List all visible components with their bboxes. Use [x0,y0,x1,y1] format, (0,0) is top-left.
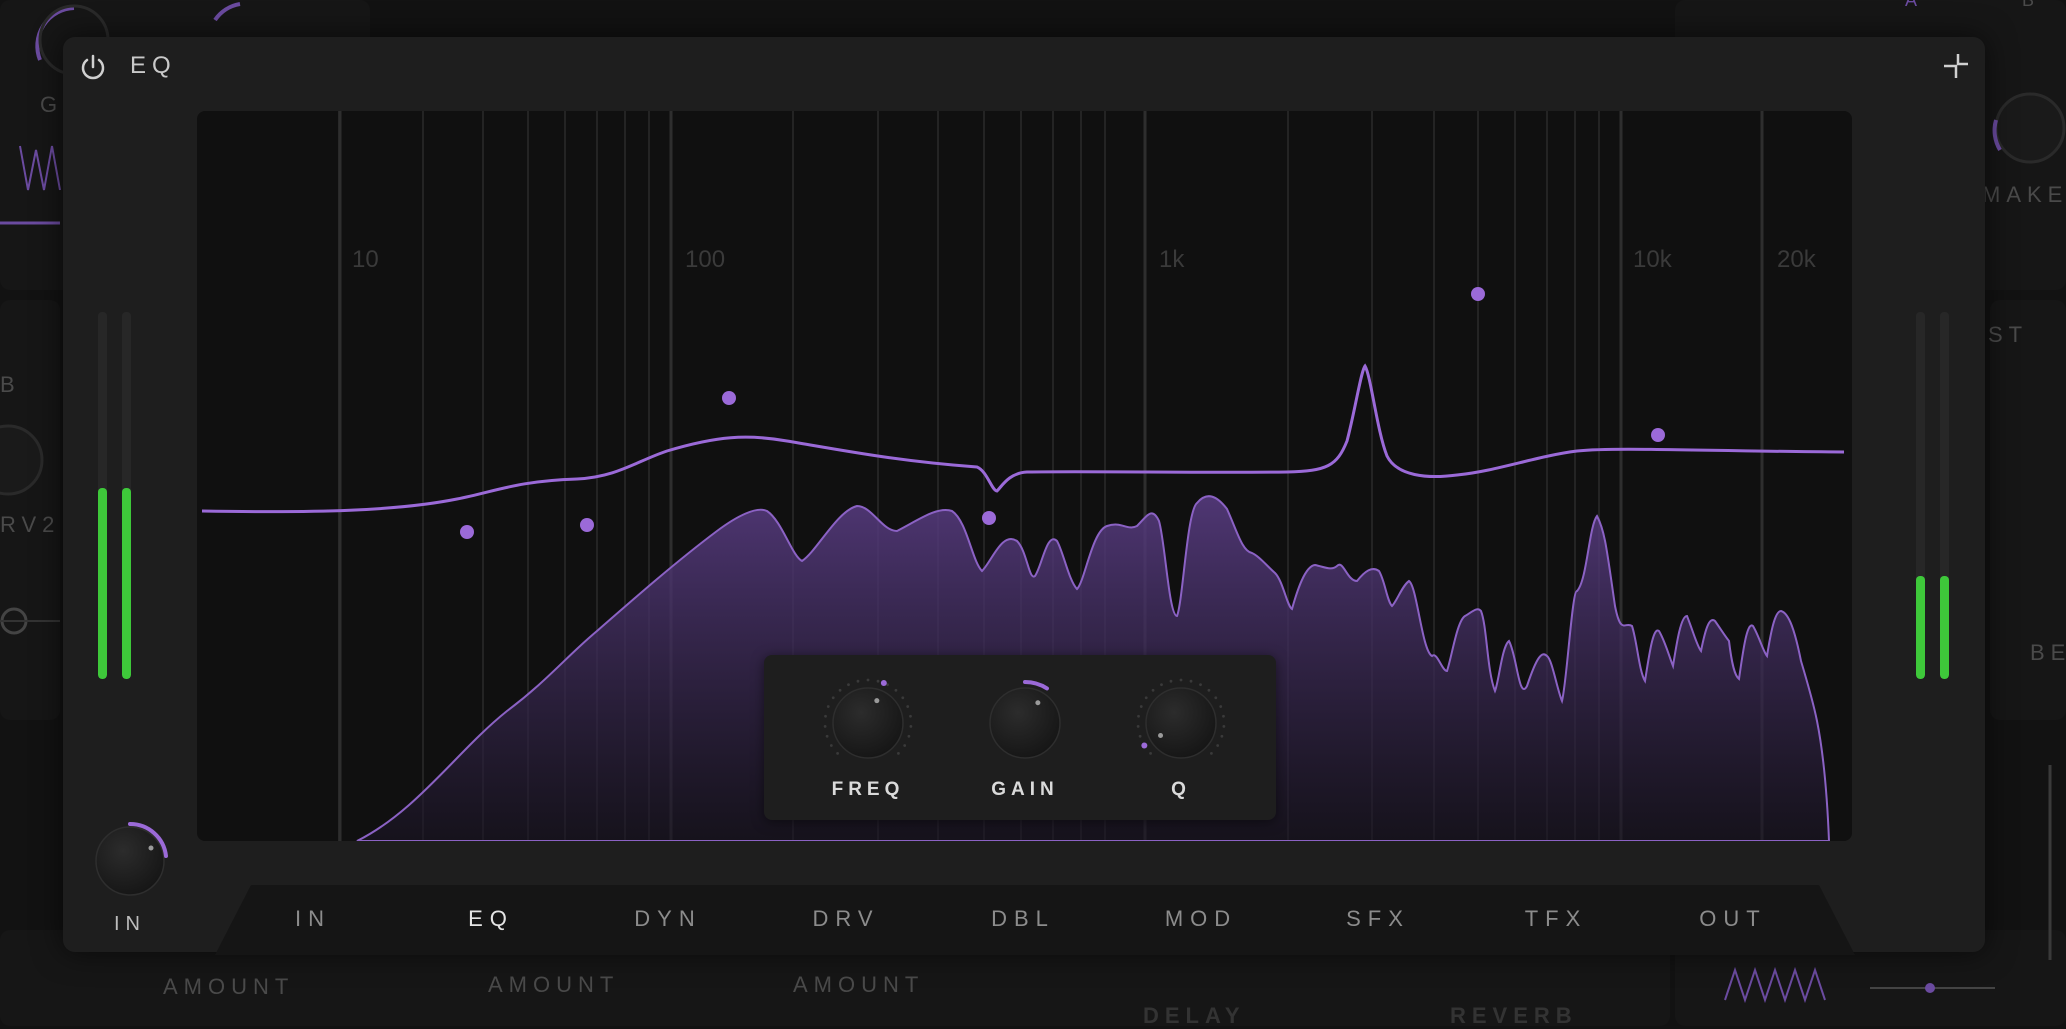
gain-knob[interactable] [977,675,1073,771]
freq-label-10k: 10k [1633,246,1672,274]
power-icon[interactable] [78,52,108,82]
knob-tick [1137,725,1140,728]
knob-tick [1216,744,1219,747]
knob-tick [827,705,830,708]
knob-tick [836,752,839,755]
freq-knob-label: FREQ [808,779,928,801]
knob-tick [1219,705,1222,708]
knob-tick [839,689,842,692]
knob-tick [903,744,906,747]
tab-dbl[interactable]: DBL [953,906,1093,932]
knob-tick [1152,689,1155,692]
eq-node[interactable] [722,391,736,405]
tab-sfx[interactable]: SFX [1308,906,1448,932]
knob-tick [909,725,912,728]
tab-mod[interactable]: MOD [1131,906,1271,932]
output-meter-left-fill [1916,576,1925,679]
knob-tick [830,744,833,747]
knob-tick [909,715,912,718]
gain-knob-label: GAIN [965,779,1085,801]
freq-label-1k: 1k [1159,246,1184,274]
tab-tfx[interactable]: TFX [1486,906,1626,932]
tab-in[interactable]: IN [243,906,383,932]
window-title: EQ [130,52,177,80]
knob-tick [1190,680,1193,683]
collapse-icon[interactable] [1940,50,1972,82]
tab-out[interactable]: OUT [1663,906,1803,932]
knob-tick [1180,679,1183,682]
knob-tick [1139,735,1142,738]
input-meter-left-fill [98,488,107,679]
input-meter-right [122,312,131,679]
tab-drv[interactable]: DRV [776,906,916,932]
knob-tick [1149,752,1152,755]
knob-tick [1208,689,1211,692]
output-meter-right-fill [1940,576,1949,679]
knob-tick [1140,705,1143,708]
knob-tick [1170,680,1173,683]
q-knob-label: Q [1121,779,1241,801]
input-meter-right-fill [122,488,131,679]
knob-tick [847,683,850,686]
knob-tick [1220,735,1223,738]
knob-tick [824,725,827,728]
eq-nodes [460,287,1665,539]
knob-tick [1160,683,1163,686]
eq-node[interactable] [580,518,594,532]
tab-dyn[interactable]: DYN [598,906,738,932]
tab-eq[interactable]: EQ [421,906,561,932]
freq-label-10: 10 [352,246,379,274]
eq-node[interactable] [1651,428,1665,442]
knob-tick [867,679,870,682]
output-meter-right [1940,312,1949,679]
knob-tick [901,696,904,699]
knob-tick [907,735,910,738]
knob-tick [826,735,829,738]
knob-tick [897,752,900,755]
knob-tick [1145,696,1148,699]
knob-tick [857,680,860,683]
knob-tick [1199,683,1202,686]
knob-tick [1222,725,1225,728]
knob-tick [824,715,827,718]
eq-node[interactable] [982,511,996,525]
knob-tick [877,680,880,683]
freq-knob[interactable] [820,675,916,771]
knob-tick [832,696,835,699]
freq-label-20k: 20k [1777,246,1816,274]
input-knob-label: IN [100,913,160,936]
output-meter-left [1916,312,1925,679]
input-meter-left [98,312,107,679]
freq-label-100: 100 [685,246,725,274]
knob-tick [1137,715,1140,718]
knob-tick [906,705,909,708]
q-knob[interactable] [1133,675,1229,771]
eq-curve [202,366,1844,512]
eq-node[interactable] [460,525,474,539]
eq-node[interactable] [1471,287,1485,301]
input-knob[interactable] [90,816,170,896]
knob-tick [895,689,898,692]
knob-tick [1222,715,1225,718]
knob-tick [1210,752,1213,755]
knob-tick [1214,696,1217,699]
